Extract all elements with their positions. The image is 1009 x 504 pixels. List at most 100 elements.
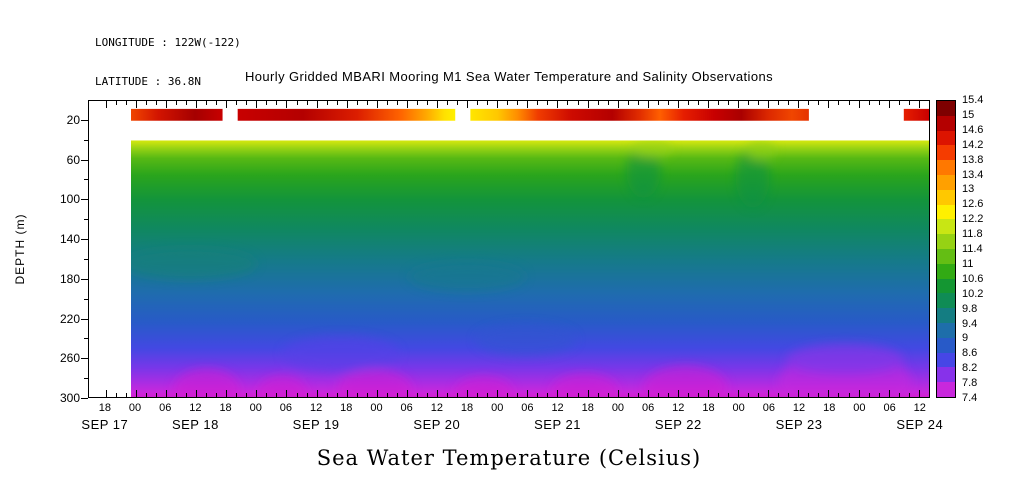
x-hour-label: 12: [913, 402, 926, 414]
x-tick-mark: [437, 390, 439, 397]
x-tick-mark: [667, 101, 669, 105]
x-tick-mark: [728, 393, 730, 397]
x-tick-mark: [376, 390, 378, 397]
x-tick-mark: [487, 393, 489, 397]
x-tick-mark: [547, 101, 549, 105]
plot-area: [88, 100, 930, 398]
y-tick-mark: [81, 119, 88, 121]
x-tick-mark: [607, 101, 609, 105]
x-tick-mark: [196, 390, 198, 397]
x-tick-mark: [487, 101, 489, 105]
x-hour-label: 06: [400, 402, 413, 414]
x-hour-label: 00: [128, 402, 142, 414]
x-tick-mark: [527, 101, 529, 108]
x-tick-mark: [778, 101, 780, 105]
x-hour-label: 18: [340, 402, 353, 414]
x-tick-mark: [577, 101, 579, 105]
x-hour-label: 12: [309, 402, 323, 414]
x-tick-mark: [497, 101, 499, 108]
x-tick-mark: [426, 101, 428, 105]
x-tick-mark: [908, 393, 910, 397]
x-tick-mark: [286, 390, 288, 397]
x-tick-mark: [617, 390, 619, 397]
x-tick-mark: [366, 101, 368, 105]
x-tick-mark: [386, 101, 388, 105]
x-hour-label: 00: [249, 402, 262, 414]
x-tick-mark: [587, 390, 589, 397]
y-tick-label: 20: [66, 112, 80, 127]
x-tick-mark: [125, 101, 127, 105]
x-tick-mark: [206, 101, 208, 105]
y-minor-tick-mark: [84, 219, 88, 221]
colorbar-tick-label: 7.4: [962, 392, 978, 404]
x-hour-label: 06: [521, 402, 534, 414]
x-tick-mark: [226, 390, 228, 397]
x-tick-mark: [166, 390, 168, 397]
colorbar-segment: [937, 337, 955, 354]
x-tick-mark: [657, 393, 659, 397]
x-tick-mark: [406, 101, 408, 108]
x-tick-mark: [838, 393, 840, 397]
colorbar-tick-label: 13: [962, 183, 975, 196]
x-hour-label: 18: [702, 402, 715, 414]
x-tick-mark: [758, 101, 760, 105]
x-tick-mark: [567, 393, 569, 397]
colorbar-segment: [937, 189, 955, 206]
colorbar-segment: [937, 145, 955, 161]
colorbar-tick-label: 10.6: [962, 272, 984, 285]
x-tick-mark: [738, 390, 740, 397]
x-tick-mark: [176, 393, 178, 397]
colorbar-segment: [937, 323, 955, 339]
x-hour-label: 06: [883, 402, 896, 414]
x-tick-mark: [256, 390, 258, 397]
x-tick-mark: [848, 393, 850, 397]
colorbar-tick-label: 13.8: [962, 153, 984, 166]
colorbar-segment: [937, 234, 955, 250]
x-hour-label: 18: [823, 402, 836, 414]
x-hour-label: 06: [641, 402, 655, 414]
x-tick-mark: [145, 101, 147, 105]
x-axis-caption: Sea Water Temperature (Celsius): [316, 446, 702, 470]
x-tick-mark: [697, 101, 699, 105]
x-tick-mark: [416, 101, 418, 105]
x-tick-mark: [246, 101, 248, 105]
x-tick-mark: [647, 390, 649, 397]
chart-title: Hourly Gridded MBARI Mooring M1 Sea Wate…: [245, 69, 773, 84]
x-tick-mark: [447, 393, 449, 397]
x-date-label: SEP 24: [896, 417, 944, 432]
x-tick-mark: [647, 101, 649, 108]
x-tick-mark: [848, 101, 850, 105]
y-minor-tick-mark: [84, 179, 88, 181]
y-tick-label: 260: [59, 351, 80, 366]
x-hour-label: 18: [98, 402, 111, 414]
x-tick-mark: [657, 101, 659, 105]
x-tick-mark: [105, 101, 107, 108]
x-tick-mark: [467, 101, 469, 108]
y-minor-tick-mark: [84, 298, 88, 300]
x-tick-mark: [567, 101, 569, 105]
colorbar-segment: [937, 382, 955, 398]
x-tick-mark: [858, 101, 860, 108]
x-tick-mark: [888, 101, 890, 108]
x-tick-mark: [597, 393, 599, 397]
x-tick-mark: [276, 393, 278, 397]
colorbar-segment: [937, 278, 955, 294]
x-tick-mark: [908, 101, 910, 105]
colorbar-tick-label: 12.6: [962, 198, 984, 211]
colorbar-tick-label: 11.8: [962, 228, 983, 241]
colorbar-tick-label: 14.2: [962, 138, 984, 151]
x-hour-label: 12: [189, 402, 202, 414]
colorbar-tick-label: 8.6: [962, 347, 978, 360]
x-tick-mark: [808, 101, 810, 105]
x-tick-mark: [627, 101, 629, 105]
x-tick-mark: [386, 393, 388, 397]
y-tick-label: 300: [59, 391, 80, 405]
x-tick-mark: [798, 101, 800, 108]
x-hour-label: 12: [430, 402, 443, 414]
colorbar-segment: [937, 175, 955, 191]
x-tick-mark: [828, 390, 830, 397]
x-tick-mark: [878, 393, 880, 397]
x-tick-mark: [557, 101, 559, 108]
x-tick-mark: [898, 101, 900, 105]
